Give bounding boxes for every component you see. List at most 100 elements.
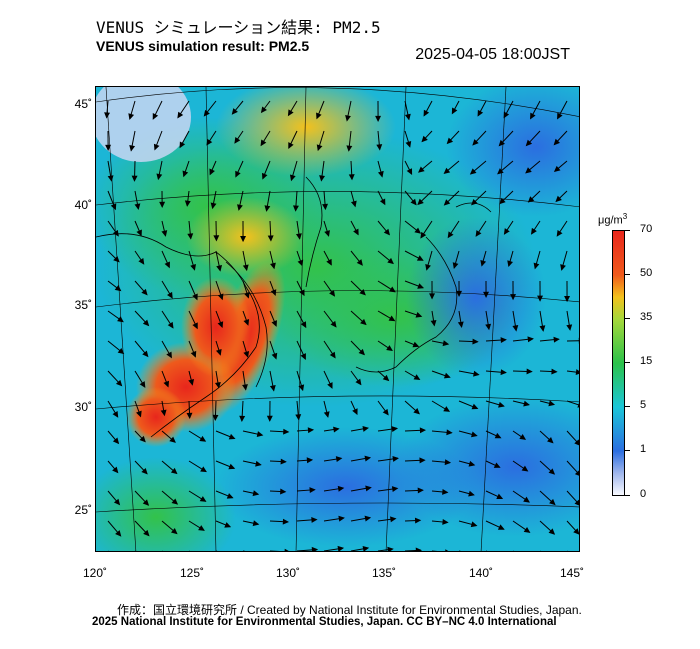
colorbar-tick-35: 35: [640, 311, 653, 323]
wind-arrowhead: [260, 106, 267, 114]
wind-arrowhead: [551, 368, 558, 375]
wind-arrow: [486, 550, 488, 551]
wind-arrowhead: [557, 112, 563, 120]
wind-arrowhead: [560, 264, 566, 271]
wind-arrowhead: [187, 233, 194, 240]
wind-arrowhead: [141, 467, 148, 475]
wind-arrowhead: [136, 410, 142, 418]
wind-arrowhead: [510, 294, 517, 301]
wind-arrowhead: [192, 322, 198, 330]
wind-arrowhead: [443, 406, 451, 412]
wind-arrowhead: [141, 288, 148, 296]
wind-arrowhead: [228, 433, 236, 440]
wind-arrowhead: [171, 498, 179, 505]
colorbar-tick-15: 15: [640, 355, 653, 367]
lat-label-25: 25˚: [74, 503, 92, 517]
wind-arrowhead: [412, 341, 420, 348]
wind-arrowhead: [377, 170, 384, 178]
wind-arrowhead: [337, 545, 345, 551]
wind-arrowhead: [261, 172, 268, 180]
wind-arrowhead: [270, 262, 276, 270]
wind-arrowhead: [548, 400, 556, 407]
wind-arrowhead: [383, 228, 391, 236]
wind-arrowhead: [182, 170, 189, 178]
title-japanese: VENUS シミュレーション結果: PM2.5: [96, 18, 381, 37]
wind-arrowhead: [523, 527, 531, 533]
wind-arrowhead: [549, 498, 556, 506]
wind-arrowhead: [199, 435, 207, 442]
wind-arrowhead: [493, 462, 501, 468]
wind-arrow: [432, 550, 438, 551]
colorbar-tick-1: 1: [640, 443, 647, 455]
wind-arrowhead: [553, 165, 561, 173]
wind-arrowhead: [289, 174, 296, 182]
wind-arrowhead: [553, 138, 560, 146]
wind-arrowhead: [578, 337, 579, 344]
coastlines: [96, 176, 492, 438]
wind-arrowhead: [163, 380, 170, 388]
wind-arrowhead: [217, 321, 224, 329]
wind-arrowhead: [300, 321, 307, 329]
wind-arrowhead: [468, 490, 475, 497]
wind-arrowhead: [107, 175, 114, 182]
lon-label-125: 125˚: [179, 566, 205, 580]
wind-arrowhead: [525, 167, 532, 174]
wind-arrowhead: [327, 382, 333, 389]
colorbar-tick-70: 70: [640, 223, 653, 235]
wind-arrowhead: [226, 493, 234, 499]
wind-arrowhead: [415, 547, 423, 551]
wind-arrowhead: [556, 229, 563, 237]
wind-arrowhead: [548, 528, 556, 535]
wind-arrowhead: [360, 318, 367, 326]
wind-arrowhead: [264, 205, 271, 212]
wind-arrow: [270, 550, 280, 551]
wind-arrowhead: [338, 515, 345, 522]
wind-arrowhead: [355, 378, 362, 386]
wind-arrowhead: [243, 318, 250, 326]
wind-arrowhead: [442, 340, 450, 347]
wind-arrowhead: [566, 324, 573, 331]
wind-arrowhead: [142, 499, 150, 506]
wind-arrowhead: [242, 384, 248, 391]
colorbar-seg-5-1: [613, 407, 624, 451]
wind-arrowhead: [206, 138, 213, 146]
wind-arrowhead: [480, 259, 487, 267]
wind-arrowhead: [574, 470, 579, 476]
credit-line-1: 作成：国立環境研究所 / Created by National Institu…: [117, 603, 582, 617]
wind-arrowhead: [199, 496, 207, 502]
wind-arrowhead: [184, 200, 191, 207]
wind-arrowhead: [523, 400, 530, 407]
wind-arrowhead: [269, 385, 276, 392]
wind-arrowhead: [388, 315, 396, 322]
wind-arrowhead: [352, 408, 358, 416]
wind-arrowhead: [292, 205, 299, 212]
wind-arrowhead: [295, 233, 302, 240]
wind-arrowhead: [326, 258, 332, 266]
wind-arrowhead: [420, 231, 427, 239]
wind-arrowhead: [414, 517, 422, 524]
wind-arrowhead: [237, 204, 243, 211]
wind-arrowhead: [497, 168, 504, 175]
wind-arrowhead: [473, 370, 480, 377]
wind-arrowhead: [192, 293, 198, 301]
wind-arrowhead: [553, 336, 560, 343]
wind-arrowhead: [337, 485, 345, 492]
wind-arrowhead: [235, 170, 241, 178]
wind-arrow: [216, 550, 218, 551]
wind-arrowhead: [472, 338, 479, 345]
wind-arrowhead: [425, 263, 431, 271]
wind-arrowhead: [389, 286, 396, 293]
colorbar-seg-15-5: [613, 363, 624, 407]
wind-arrowhead: [210, 202, 217, 210]
wind-arrowhead: [134, 203, 141, 210]
colorbar-seg-35-15: [613, 319, 624, 363]
wind-arrowhead: [527, 196, 535, 203]
wind-arrowhead: [410, 198, 417, 206]
wind-arrowhead: [547, 437, 554, 444]
wind-arrowhead: [186, 412, 193, 420]
wind-arrowhead: [414, 227, 422, 234]
wind-arrowhead: [346, 145, 353, 152]
wind-arrowhead: [503, 111, 510, 119]
wind-arrowhead: [555, 195, 562, 203]
wind-arrowhead: [319, 175, 326, 182]
